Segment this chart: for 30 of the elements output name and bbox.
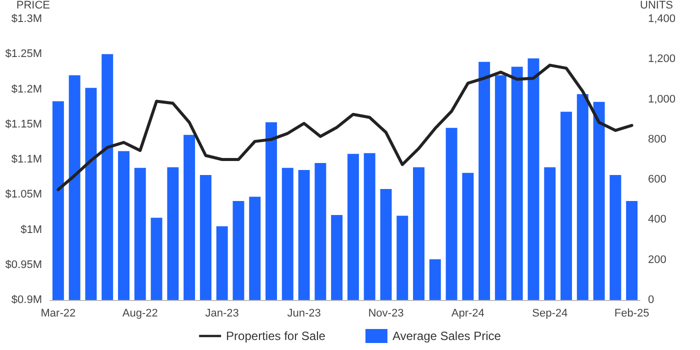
y-tick-label: $1.15M	[5, 118, 42, 130]
y2-tick-label: 1,000	[648, 93, 676, 106]
x-tick-label: Jun-23	[287, 308, 321, 320]
x-tick-label: Sep-24	[532, 308, 568, 320]
line-series	[56, 64, 634, 192]
x-tick-label: Jan-23	[205, 308, 239, 320]
y2-tick-label: 200	[648, 254, 666, 266]
x-tick-label: Feb-25	[614, 308, 650, 320]
legend-label: Average Sales Price	[392, 329, 502, 343]
y-tick-label: $1.3M	[11, 13, 42, 25]
x-tick-label: Mar-22	[40, 308, 76, 320]
y-tick-label: $1M	[20, 224, 42, 236]
y2-axis-title: UNITS	[640, 0, 673, 12]
y-axis-title: PRICE	[16, 0, 50, 12]
x-tick-label: Nov-23	[368, 308, 404, 320]
y-tick-label: $0.9M	[11, 294, 42, 306]
y2-tick-label: 800	[648, 133, 666, 146]
x-tick-label: Apr-24	[451, 308, 484, 320]
y-tick-label: $1.05M	[5, 188, 42, 201]
y-tick-label: $1.2M	[11, 83, 42, 96]
y2-tick-label: 400	[648, 214, 666, 226]
y2-tick-label: 1,200	[648, 53, 676, 66]
x-tick-label: Aug-22	[122, 308, 158, 320]
legend-label: Properties for Sale	[226, 329, 326, 343]
y2-tick-label: 1,400	[648, 13, 676, 25]
y2-tick-label: 0	[648, 294, 654, 306]
y-tick-label: $0.95M	[5, 258, 42, 271]
y-tick-label: $1.25M	[5, 48, 42, 60]
y-tick-label: $1.1M	[11, 154, 42, 166]
y2-tick-label: 600	[648, 174, 666, 186]
